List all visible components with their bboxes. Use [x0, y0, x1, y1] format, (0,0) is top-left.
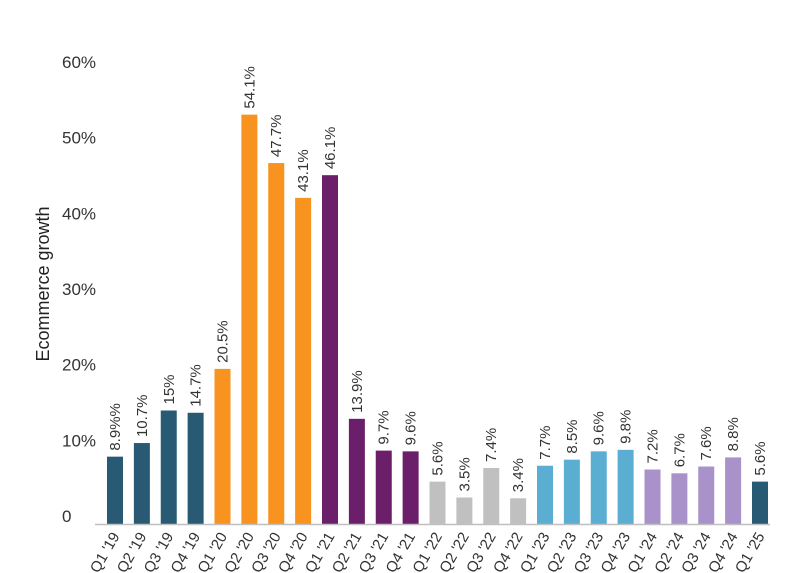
data-label: 43.1% [295, 149, 312, 192]
bar [563, 459, 580, 524]
data-label: 6.7% [671, 433, 688, 467]
y-tick-label: 30% [62, 280, 96, 299]
bar [107, 456, 123, 524]
data-label: 20.5% [215, 320, 232, 363]
data-labels: 8.9%% 10.7% 15% 14.7% 20.5% 54.1% 47.7% 43.1% 46… [107, 66, 769, 492]
data-label: 9.6% [591, 411, 608, 445]
bar [483, 468, 500, 524]
bar [698, 466, 715, 524]
data-label: 46.1% [322, 127, 339, 170]
bar [187, 412, 204, 524]
data-label: 14.7% [188, 364, 205, 407]
y-tick-label: 60% [62, 53, 96, 72]
bar [268, 163, 285, 524]
data-label: 7.4% [483, 428, 500, 462]
bar [348, 418, 365, 524]
y-tick-label: 20% [62, 356, 96, 375]
bar [429, 481, 446, 524]
y-tick-label: 10% [62, 431, 96, 450]
y-tick-label: 0 [62, 507, 71, 526]
data-label: 9.8% [618, 410, 635, 444]
bar [590, 451, 607, 524]
data-label: 54.1% [241, 66, 258, 109]
bar [456, 497, 473, 524]
bar [133, 443, 150, 524]
bar [402, 451, 419, 524]
bar [752, 481, 768, 524]
data-label: 9.7% [376, 410, 393, 444]
y-axis-label: Ecommerce growth [33, 206, 53, 361]
bar [322, 175, 338, 524]
data-label: 8.8% [725, 417, 742, 451]
bar [295, 197, 312, 525]
bar [617, 449, 634, 524]
data-label: 8.9%% [107, 403, 124, 451]
bar [510, 498, 527, 524]
data-label: 9.6% [403, 411, 420, 445]
data-label: 7.6% [698, 426, 715, 460]
y-tick-label: 40% [62, 204, 96, 223]
y-ticks: 0 10% 20% 30% 40% 50% 60% [62, 53, 96, 526]
data-label: 3.5% [456, 457, 473, 491]
data-label: 7.7% [537, 426, 554, 460]
data-label: 10.7% [134, 394, 151, 437]
bar [160, 410, 177, 524]
y-tick-label: 50% [62, 129, 96, 148]
data-label: 8.5% [564, 419, 581, 453]
data-label: 5.6% [430, 441, 447, 475]
bars [107, 114, 768, 525]
data-label: 13.9% [349, 370, 366, 413]
bar [537, 465, 553, 524]
bar [375, 450, 392, 524]
data-label: 47.7% [268, 115, 285, 158]
data-label: 3.4% [510, 458, 527, 492]
bar [214, 368, 231, 524]
bar [671, 473, 688, 524]
bar [644, 469, 661, 524]
data-label: 5.6% [752, 441, 769, 475]
bar [241, 114, 258, 524]
data-label: 7.2% [645, 429, 662, 463]
bar [725, 457, 742, 524]
data-label: 15% [161, 374, 178, 404]
